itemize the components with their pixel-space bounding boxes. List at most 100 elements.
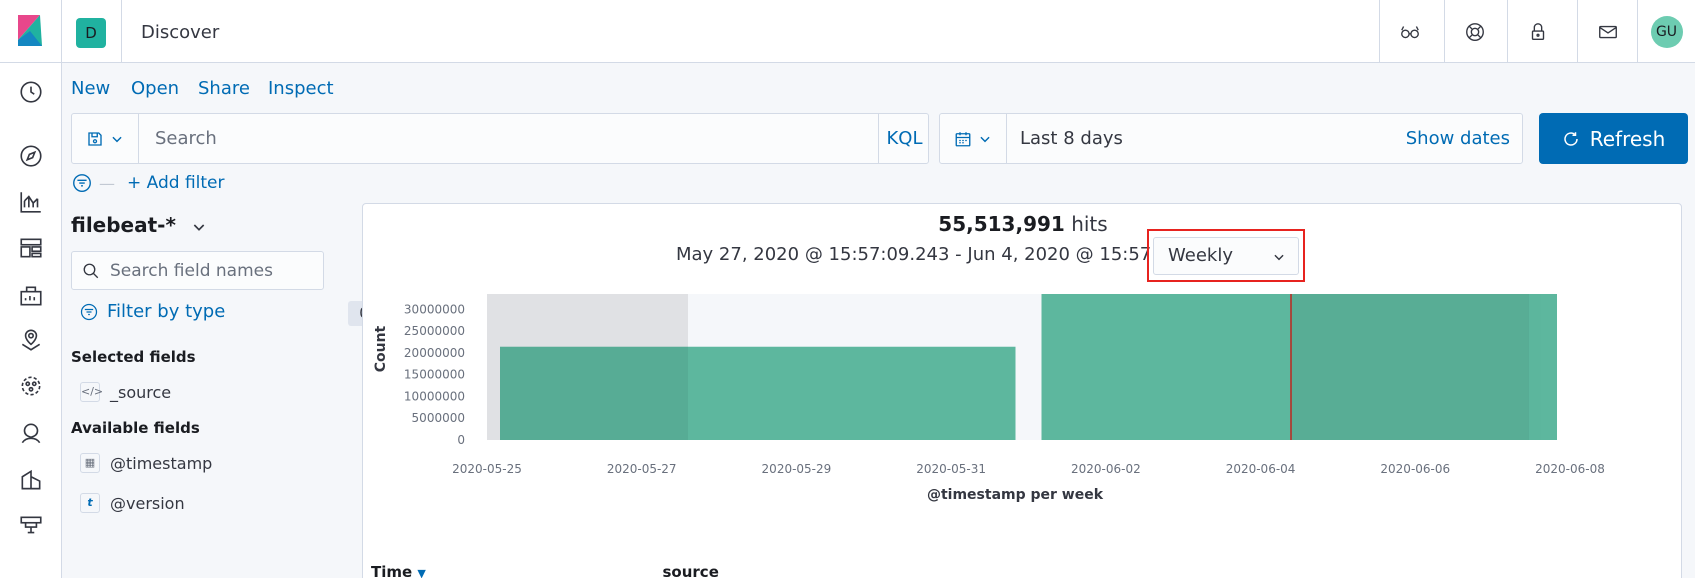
refresh-label: Refresh [1589,126,1666,151]
filter-divider: — [99,173,115,193]
source-type-icon: </> [80,382,103,402]
histogram-panel: 55,513,991 hits May 27, 2020 @ 15:57:09.… [362,203,1682,578]
hits-label: hits [1071,212,1108,236]
refresh-button[interactable]: Refresh [1539,113,1688,164]
mail-icon[interactable] [1577,0,1637,63]
inspect-link[interactable]: Inspect [268,78,334,99]
field-item-timestamp[interactable]: ▦ @timestamp [80,453,212,473]
string-type-icon: t [80,493,100,513]
y-tick-label: 15000000 [404,368,465,382]
lock-icon[interactable] [1507,0,1567,63]
histogram-chart[interactable]: 30000000 25000000 20000000 15000000 10000000… [363,274,1683,514]
index-pattern-label: filebeat-* [71,213,176,237]
uptime-icon[interactable] [18,513,44,539]
chevron-down-icon [1274,254,1284,261]
field-item-version[interactable]: t @version [80,493,185,513]
save-icon [88,131,102,146]
selected-fields-title: Selected fields [71,348,196,366]
highlight-box [1147,229,1305,282]
calendar-icon [955,131,971,146]
sort-down-icon: ▼ [417,567,426,578]
time-header-label: Time [371,563,413,578]
top-header: D Discover GU [0,0,1695,63]
x-tick-label: 2020-05-27 [607,462,677,476]
field-item-source[interactable]: </> _source [80,382,171,402]
field-name: @version [110,493,185,513]
saved-query-button[interactable] [72,114,139,163]
add-filter-button[interactable]: + Add filter [127,173,225,193]
x-axis-label: @timestamp per week [927,487,1104,503]
interval-select[interactable]: Weekly [1153,237,1299,275]
bar-shade-right [1291,294,1529,440]
query-bar: KQL [71,113,929,164]
x-tick-label: 2020-06-06 [1380,462,1450,476]
ml-icon[interactable] [18,373,44,399]
space-selector[interactable]: D [62,0,122,63]
clock-icon[interactable] [18,79,44,105]
filter-by-type-label: Filter by type [107,301,226,322]
y-tick-label: 5000000 [412,411,465,425]
app-title: Discover [141,22,220,43]
bar-shade-left [500,346,688,440]
available-fields-title: Available fields [71,419,200,437]
logs-icon[interactable] [18,467,44,493]
show-dates-link[interactable]: Show dates [1405,128,1510,149]
kql-toggle[interactable]: KQL [878,114,930,163]
filter-by-type-button[interactable]: Filter by type [79,301,225,322]
field-search-input[interactable] [110,252,320,289]
open-link[interactable]: Open [131,78,180,99]
quick-menu-button[interactable] [940,114,1007,163]
x-tick-label: 2020-05-31 [916,462,986,476]
x-tick-label: 2020-06-04 [1226,462,1296,476]
x-tick-label: 2020-06-08 [1535,462,1605,476]
filter-icon [80,303,98,320]
chevron-down-icon [112,136,122,142]
space-avatar[interactable]: D [76,18,106,48]
help-icon[interactable] [1444,0,1504,63]
y-tick-label: 10000000 [404,389,465,403]
discover-main: New Open Share Inspect KQL Last 8 days S… [62,63,1695,578]
infrastructure-icon[interactable] [18,421,44,447]
share-link[interactable]: Share [198,78,250,99]
y-tick-label: 25000000 [404,324,465,338]
date-range-text[interactable]: Last 8 days [1020,128,1123,149]
source-column-header: _source [655,563,719,578]
y-axis-label: Count [373,325,389,372]
hits-count: 55,513,991 [938,212,1065,236]
interval-value: Weekly [1168,245,1233,266]
canvas-icon[interactable] [18,283,44,309]
time-range-text: May 27, 2020 @ 15:57:09.243 - Jun 4, 202… [676,244,1245,265]
side-nav [0,63,62,578]
field-name: _source [110,382,172,402]
hits-counter: 55,513,991 hits [363,212,1683,236]
histogram-bar[interactable] [500,346,1016,440]
field-search [71,251,324,290]
maps-icon[interactable] [18,327,44,353]
visualize-icon[interactable] [18,189,44,215]
new-link[interactable]: New [71,78,111,99]
y-tick-label: 20000000 [404,346,465,360]
x-tick-label: 2020-05-29 [762,462,832,476]
glasses-icon[interactable] [1379,0,1439,63]
time-column-header[interactable]: Time ▼ [371,563,426,578]
search-icon [83,263,99,279]
date-picker: Last 8 days Show dates [939,113,1523,164]
date-type-icon: ▦ [80,453,100,473]
index-pattern-selector[interactable]: filebeat-* [71,213,207,237]
filter-icon[interactable] [71,172,93,194]
y-tick-label: 0 [457,433,465,447]
histogram-bar[interactable] [1041,294,1558,440]
refresh-icon [1564,131,1578,146]
y-tick-label: 30000000 [404,302,465,316]
compass-icon[interactable] [18,143,44,169]
x-tick-label: 2020-05-25 [452,462,522,476]
user-avatar[interactable]: GU [1650,15,1683,48]
chevron-down-icon [193,223,205,231]
field-name: @timestamp [110,453,213,473]
dashboard-icon[interactable] [18,235,44,261]
search-input[interactable] [140,114,845,163]
kibana-logo[interactable] [0,0,62,63]
chevron-down-icon [980,136,990,142]
kibana-logo-icon [18,15,42,46]
user-menu[interactable]: GU [1637,0,1695,63]
